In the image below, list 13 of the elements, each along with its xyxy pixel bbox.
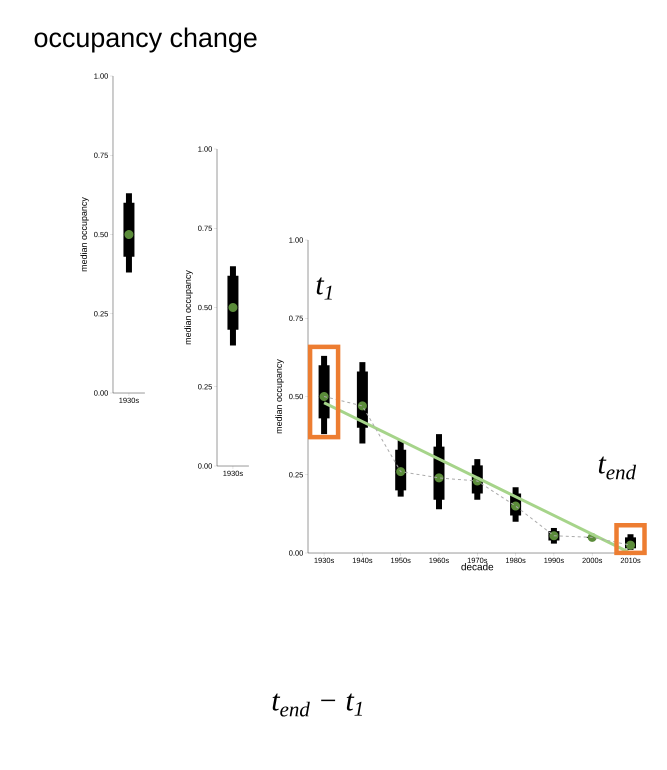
y-axis-title: median occupancy <box>275 359 284 434</box>
point <box>511 502 520 511</box>
point <box>358 401 367 410</box>
point <box>320 392 329 402</box>
y-axis-title: median occupancy <box>184 270 193 344</box>
chart-title: occupancy change <box>34 27 257 53</box>
y-axis-title: median occupancy <box>80 197 89 272</box>
x-axis-title: decade <box>461 563 494 570</box>
point <box>626 540 636 550</box>
annotation: t$_{1}$ <box>316 277 332 300</box>
text: t$_{end}$ − t$_{1}$ <box>272 693 362 717</box>
point <box>396 467 406 476</box>
annotation: t$_{end}$ <box>598 456 636 480</box>
